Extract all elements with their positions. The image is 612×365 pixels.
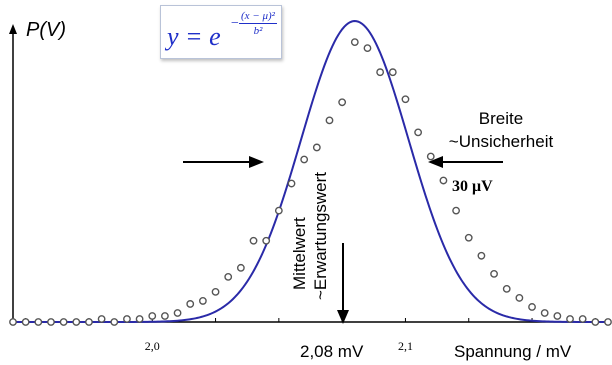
data-point <box>401 95 410 104</box>
data-point <box>173 309 182 317</box>
data-point <box>604 318 612 326</box>
width-label-line1: Breite <box>479 109 523 128</box>
data-point <box>148 312 157 320</box>
data-point <box>9 318 17 326</box>
data-point <box>414 128 423 137</box>
y-axis-arrowhead <box>9 24 17 34</box>
mean-label-line2: ~Erwartungswert <box>311 172 330 300</box>
data-point <box>161 312 169 320</box>
data-point <box>578 315 587 323</box>
mean-label-line1: Mittelwert <box>290 217 309 290</box>
data-point <box>376 68 385 77</box>
formula-exp-denominator: b² <box>253 25 263 37</box>
data-point <box>350 38 359 46</box>
width-arrow-right-head <box>428 156 443 168</box>
data-point <box>21 318 30 326</box>
data-point <box>274 206 283 215</box>
data-point <box>464 233 473 242</box>
data-point <box>59 318 68 326</box>
gaussian-formula: y = e − (x − μ)² b² <box>160 5 282 59</box>
data-point <box>249 236 258 245</box>
data-point <box>110 318 119 326</box>
data-point <box>452 206 460 215</box>
data-point <box>262 236 271 245</box>
formula-lhs: y = e <box>167 22 221 51</box>
formula-exponent: (x − μ)² b² <box>239 10 277 37</box>
data-point <box>553 312 562 320</box>
data-point <box>515 294 524 302</box>
data-point <box>528 303 536 311</box>
data-point <box>72 318 81 326</box>
mean-value-label: 2,08 mV <box>300 342 364 361</box>
data-points <box>9 38 612 326</box>
data-point <box>591 318 600 326</box>
x-axis-label: Spannung / mV <box>454 342 572 361</box>
mean-arrowhead <box>337 310 349 324</box>
x-tick-label: 2,0 <box>145 339 160 353</box>
data-point <box>363 44 372 53</box>
data-point <box>312 143 321 152</box>
data-point <box>502 284 511 293</box>
x-tick-labels: 2,0 2,1 <box>145 339 413 353</box>
data-point <box>47 318 55 326</box>
formula-exp-numerator: (x − μ)² <box>239 10 277 24</box>
data-point <box>34 318 43 326</box>
data-point <box>85 318 93 326</box>
x-tick-label: 2,1 <box>398 339 413 353</box>
data-point <box>300 155 309 164</box>
data-point <box>287 179 296 188</box>
data-point <box>426 152 435 161</box>
width-arrow-left-head <box>249 156 264 168</box>
data-point <box>490 269 498 278</box>
data-point <box>97 315 106 323</box>
data-point <box>135 315 144 323</box>
y-axis-label: P(V) <box>26 19 66 41</box>
data-point <box>211 287 220 296</box>
data-point <box>477 251 486 260</box>
width-label-line2: ~Unsicherheit <box>449 132 554 151</box>
data-point <box>198 297 207 305</box>
width-value-label: 30 μV <box>452 178 493 195</box>
data-point <box>123 315 131 323</box>
data-point <box>338 98 347 107</box>
data-point <box>540 309 549 317</box>
formula-minus: − <box>231 16 239 31</box>
data-point <box>439 176 448 185</box>
data-point <box>566 315 574 323</box>
data-point <box>236 263 245 272</box>
data-point <box>186 300 195 308</box>
data-point <box>325 116 334 125</box>
data-point <box>224 272 233 281</box>
data-point <box>388 68 397 77</box>
